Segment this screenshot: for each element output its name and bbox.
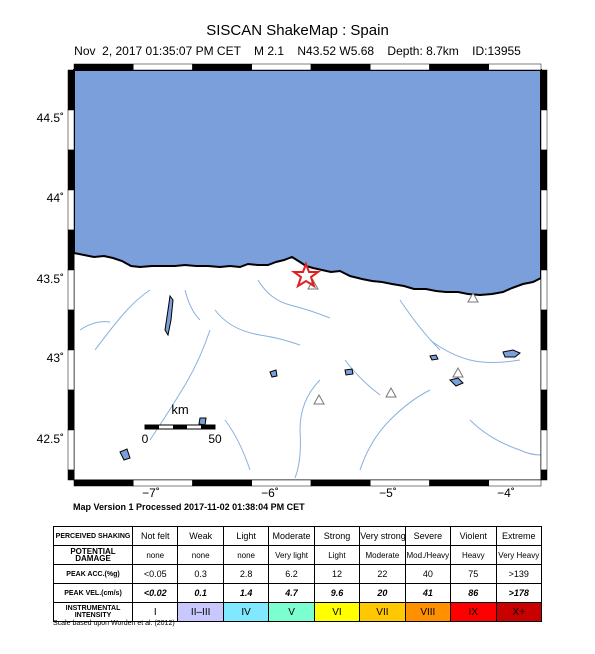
- legend-cell-perceived: Severe: [404, 526, 452, 546]
- legend-row-label: INSTRUMENTAL INTENSITY: [53, 602, 133, 622]
- legend-cell-acc: 75: [450, 564, 497, 584]
- lakes: [119, 294, 521, 461]
- intensity-legend: PERCEIVED SHAKING Not felt Weak Light Moder…: [53, 526, 542, 622]
- legend-cell-intensity: X+: [495, 602, 542, 622]
- legend-cell-acc: 22: [359, 564, 406, 584]
- legend-cell-intensity: IV: [222, 602, 270, 622]
- lat-label: 43˚: [47, 351, 64, 365]
- legend-cell-intensity: VI: [313, 602, 361, 622]
- rivers: [79, 279, 542, 479]
- legend-cell-vel: 1.4: [222, 583, 270, 603]
- legend-cell-intensity: V: [268, 602, 315, 622]
- legend-row-vel: PEAK VEL.(cm/s) <0.02 0.1 1.4 4.7 9.6 20 41 86 >…: [53, 583, 542, 603]
- legend-row-label: PEAK ACC.(%g): [53, 564, 133, 584]
- legend-cell-damage: none: [222, 545, 270, 565]
- legend-cell-damage: Very light: [268, 545, 315, 565]
- legend-cell-perceived: Violent: [450, 526, 497, 546]
- legend-cell-vel: 41: [404, 583, 452, 603]
- event-info: Nov 2, 2017 01:35:07 PM CET M 2.1 N43.52…: [74, 44, 521, 58]
- legend-cell-vel: 86: [450, 583, 497, 603]
- legend-row-label: PEAK VEL.(cm/s): [53, 583, 133, 603]
- lon-label: −4˚: [497, 486, 515, 500]
- legend-cell-intensity: VIII: [404, 602, 452, 622]
- sea-area: [73, 69, 542, 297]
- legend-cell-perceived: Moderate: [268, 526, 315, 546]
- latitude-labels: 44.5˚ 44˚ 43.5˚ 43˚ 42.5˚: [37, 111, 64, 446]
- triangle-station-icon: [452, 366, 464, 378]
- legend-cell-acc: >139: [495, 564, 542, 584]
- scale-unit: km: [171, 402, 188, 417]
- legend-cell-intensity: VII: [359, 602, 406, 622]
- legend-cell-vel: 9.6: [313, 583, 361, 603]
- longitude-labels: −7˚ −6˚ −5˚ −4˚: [142, 486, 515, 500]
- scale-end: 50: [208, 432, 222, 446]
- legend-cell-intensity: IX: [450, 602, 497, 622]
- legend-cell-perceived: Strong: [313, 526, 361, 546]
- legend-cell-damage: Mod./Heavy: [404, 545, 452, 565]
- map-title: SISCAN ShakeMap : Spain: [206, 22, 389, 39]
- triangle-station-icon: [385, 386, 397, 398]
- legend-cell-vel: 0.1: [177, 583, 224, 603]
- legend-cell-acc: 0.3: [177, 564, 224, 584]
- legend-cell-intensity: I: [131, 602, 179, 622]
- lat-label: 44.5˚: [37, 111, 64, 125]
- legend-row-damage: POTENTIAL DAMAGE none none none Very light L…: [53, 545, 542, 565]
- legend-cell-acc: 2.8: [222, 564, 270, 584]
- shakemap: 44.5˚ 44˚ 43.5˚ 43˚ 42.5˚ −7˚ −6˚ −5˚ −4…: [37, 63, 548, 500]
- lon-label: −5˚: [379, 486, 397, 500]
- legend-cell-damage: Very Heavy: [495, 545, 542, 565]
- legend-row-label: PERCEIVED SHAKING: [53, 526, 133, 546]
- legend-cell-vel: <0.02: [131, 583, 179, 603]
- legend-cell-acc: <0.05: [131, 564, 179, 584]
- legend-cell-damage: none: [177, 545, 224, 565]
- legend-row-acc: PEAK ACC.(%g) <0.05 0.3 2.8 6.2 12 22 40 75 >139: [53, 564, 542, 584]
- legend-cell-damage: Moderate: [359, 545, 406, 565]
- map-border-ticks: [67, 63, 548, 487]
- legend-cell-perceived: Weak: [177, 526, 224, 546]
- legend-row-label: POTENTIAL DAMAGE: [53, 545, 133, 565]
- lat-label: 42.5˚: [37, 432, 64, 446]
- legend-cell-perceived: Light: [222, 526, 270, 546]
- triangle-station-icon: [313, 393, 325, 405]
- legend-row-perceived: PERCEIVED SHAKING Not felt Weak Light Moder…: [53, 526, 542, 546]
- scale-bar: km 0 50: [142, 402, 222, 446]
- scale-footnote: Scale based upon Worden et al. (2012): [53, 620, 175, 627]
- epicenter-star-icon: [290, 261, 322, 289]
- legend-cell-damage: none: [131, 545, 179, 565]
- scale-start: 0: [142, 432, 149, 446]
- legend-cell-vel: 4.7: [268, 583, 315, 603]
- legend-cell-intensity: II–III: [177, 602, 224, 622]
- lat-label: 43.5˚: [37, 272, 64, 286]
- legend-cell-perceived: Not felt: [131, 526, 179, 546]
- lat-label: 44˚: [47, 191, 64, 205]
- legend-cell-perceived: Extreme: [495, 526, 542, 546]
- legend-cell-vel: 20: [359, 583, 406, 603]
- legend-cell-perceived: Very strong: [359, 526, 406, 546]
- legend-cell-acc: 6.2: [268, 564, 315, 584]
- triangle-station-icon: [467, 291, 479, 303]
- legend-cell-damage: Heavy: [450, 545, 497, 565]
- legend-cell-acc: 40: [404, 564, 452, 584]
- map-version: Map Version 1 Processed 2017-11-02 01:38…: [73, 502, 305, 512]
- legend-cell-damage: Light: [313, 545, 361, 565]
- lon-label: −7˚: [142, 486, 160, 500]
- legend-row-intensity: INSTRUMENTAL INTENSITY I II–III IV V VI VII VI…: [53, 602, 542, 622]
- lon-label: −6˚: [261, 486, 279, 500]
- legend-cell-vel: >178: [495, 583, 542, 603]
- legend-cell-acc: 12: [313, 564, 361, 584]
